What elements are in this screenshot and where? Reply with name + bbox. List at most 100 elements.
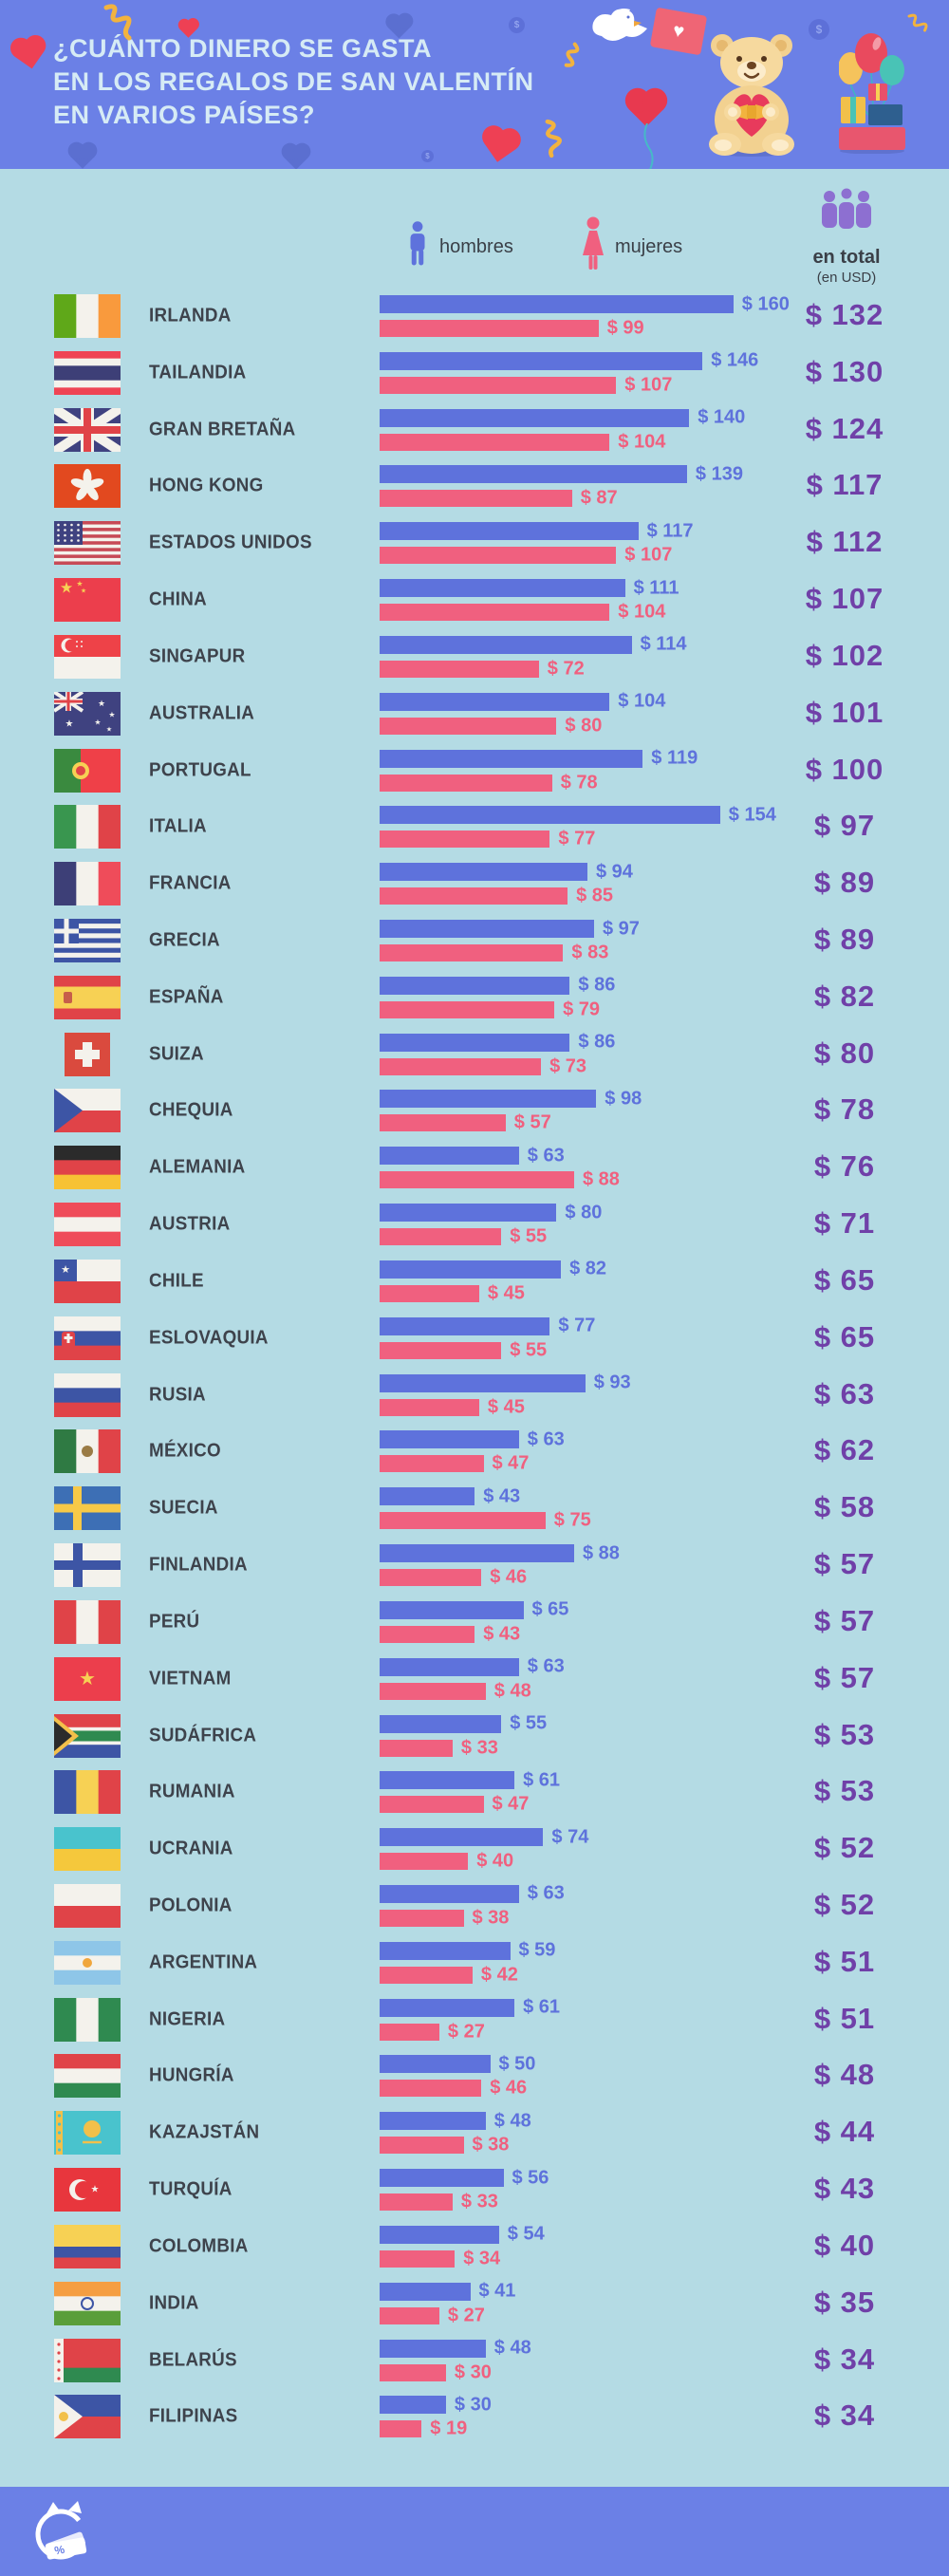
total-value: $ 76 bbox=[813, 1149, 876, 1184]
country-label: SINGAPUR bbox=[149, 645, 246, 667]
svg-text:★: ★ bbox=[65, 719, 74, 729]
woman-icon bbox=[583, 216, 604, 270]
women-value: $ 27 bbox=[447, 2021, 485, 2043]
streamer-icon bbox=[907, 13, 928, 32]
svg-text:★: ★ bbox=[79, 1669, 96, 1689]
total-value: $ 43 bbox=[813, 2172, 876, 2206]
country-label: PORTUGAL bbox=[149, 759, 251, 781]
flag-icon: ★ ★ ★ ★ ★ bbox=[52, 690, 121, 737]
women-value: $ 57 bbox=[513, 1111, 551, 1133]
women-value: $ 42 bbox=[480, 1964, 518, 1986]
women-bar: $ 57 bbox=[380, 1112, 551, 1133]
country-label: AUSTRALIA bbox=[149, 702, 255, 724]
women-value: $ 73 bbox=[549, 1055, 587, 1077]
legend-total-label: en total bbox=[812, 247, 881, 268]
flag-icon bbox=[54, 521, 121, 566]
total-value: $ 82 bbox=[813, 979, 876, 1013]
picodi-logo-icon: % bbox=[35, 2501, 87, 2560]
men-value: $ 48 bbox=[493, 2337, 531, 2359]
country-row: PERÚ $ 65 $ 43 $ 57 bbox=[0, 1599, 949, 1658]
flag-icon bbox=[54, 634, 121, 680]
women-value: $ 75 bbox=[553, 1509, 591, 1531]
women-bar: $ 40 bbox=[380, 1851, 513, 1872]
men-value: $ 160 bbox=[741, 293, 790, 314]
men-bar: $ 63 bbox=[380, 1145, 565, 1166]
page-title: ¿CUÁNTO DINERO SE GASTA EN LOS REGALOS D… bbox=[53, 32, 534, 132]
total-value: $ 52 bbox=[813, 1887, 876, 1921]
country-row: UCRANIA $ 74 $ 40 $ 52 bbox=[0, 1826, 949, 1885]
total-value: $ 57 bbox=[813, 1547, 876, 1581]
flag-icon bbox=[54, 1940, 121, 1986]
women-bar: $ 107 bbox=[380, 545, 672, 566]
women-value: $ 33 bbox=[460, 1737, 498, 1758]
men-value: $ 43 bbox=[483, 1485, 521, 1507]
flag-icon bbox=[54, 1599, 121, 1644]
svg-text:★: ★ bbox=[76, 580, 83, 588]
country-label: INDIA bbox=[149, 2292, 199, 2314]
men-value: $ 114 bbox=[640, 633, 687, 655]
women-bar: $ 55 bbox=[380, 1339, 547, 1360]
country-row: TAILANDIA $ 146 $ 107 $ 130 bbox=[0, 350, 949, 409]
total-value: $ 53 bbox=[813, 1774, 876, 1808]
men-bar: $ 63 bbox=[380, 1656, 565, 1677]
country-label: SUIZA bbox=[149, 1043, 204, 1065]
men-value: $ 63 bbox=[527, 1882, 565, 1904]
women-value: $ 83 bbox=[571, 942, 609, 963]
heart-icon bbox=[14, 39, 45, 69]
country-label: COLOMBIA bbox=[149, 2235, 249, 2257]
men-value: $ 48 bbox=[493, 2110, 531, 2132]
country-row: FRANCIA $ 94 $ 85 $ 89 bbox=[0, 861, 949, 920]
country-label: RUMANIA bbox=[149, 1781, 235, 1802]
total-value: $ 53 bbox=[813, 1717, 876, 1751]
flag-icon bbox=[54, 1486, 121, 1531]
women-value: $ 104 bbox=[618, 601, 666, 623]
country-label: GRECIA bbox=[149, 929, 220, 951]
country-row: ARGENTINA $ 59 $ 42 $ 51 bbox=[0, 1940, 949, 1999]
country-row: ★ TURQUÍA $ 56 $ 33 $ 43 bbox=[0, 2167, 949, 2226]
men-bar: $ 63 bbox=[380, 1428, 565, 1449]
women-bar: $ 83 bbox=[380, 943, 608, 963]
country-label: NIGERIA bbox=[149, 2008, 226, 2030]
women-value: $ 55 bbox=[510, 1339, 548, 1361]
flag-icon bbox=[54, 1543, 121, 1588]
flag-icon bbox=[54, 1429, 121, 1474]
svg-text:★: ★ bbox=[106, 725, 112, 733]
men-bar: $ 154 bbox=[380, 804, 776, 825]
country-label: PERÚ bbox=[149, 1611, 200, 1633]
men-value: $ 139 bbox=[695, 463, 743, 485]
men-bar: $ 114 bbox=[380, 634, 687, 655]
flag-icon bbox=[51, 403, 123, 456]
men-bar: $ 80 bbox=[380, 1202, 602, 1223]
total-value: $ 58 bbox=[813, 1490, 876, 1524]
total-value: $ 65 bbox=[813, 1262, 876, 1297]
flag-icon bbox=[54, 862, 121, 906]
country-label: CHEQUIA bbox=[149, 1099, 233, 1121]
country-label: ESLOVAQUIA bbox=[149, 1327, 269, 1349]
men-bar: $ 98 bbox=[380, 1088, 642, 1109]
total-value: $ 124 bbox=[805, 411, 884, 445]
country-label: GRAN BRETAÑA bbox=[149, 419, 296, 440]
heart-balloon-icon bbox=[628, 91, 664, 127]
balloons-gifts-illustration bbox=[839, 33, 905, 154]
country-label: ITALIA bbox=[149, 815, 207, 837]
country-row: ★ ★ ★ ★ ★ AUSTRALIA $ 104 $ 80 $ 101 bbox=[0, 690, 949, 750]
men-value: $ 86 bbox=[578, 974, 616, 996]
men-value: $ 41 bbox=[478, 2280, 516, 2302]
flag-icon bbox=[54, 2395, 121, 2439]
men-bar: $ 48 bbox=[380, 2110, 531, 2131]
women-bar: $ 27 bbox=[380, 2021, 485, 2042]
women-bar: $ 46 bbox=[380, 2078, 527, 2099]
women-bar: $ 55 bbox=[380, 1226, 547, 1247]
women-value: $ 47 bbox=[492, 1452, 530, 1474]
flag-icon bbox=[54, 975, 121, 1020]
men-value: $ 63 bbox=[527, 1428, 565, 1450]
streamer-icon bbox=[545, 119, 562, 159]
country-label: AUSTRIA bbox=[149, 1213, 231, 1235]
men-value: $ 98 bbox=[605, 1088, 642, 1110]
total-value: $ 65 bbox=[813, 1319, 876, 1353]
country-row: FILIPINAS $ 30 $ 19 $ 34 bbox=[0, 2394, 949, 2453]
women-value: $ 30 bbox=[454, 2361, 492, 2383]
men-value: $ 119 bbox=[651, 747, 698, 769]
country-label: KAZAJSTÁN bbox=[149, 2121, 260, 2143]
title-line-2: EN LOS REGALOS DE SAN VALENTÍN bbox=[53, 67, 534, 96]
